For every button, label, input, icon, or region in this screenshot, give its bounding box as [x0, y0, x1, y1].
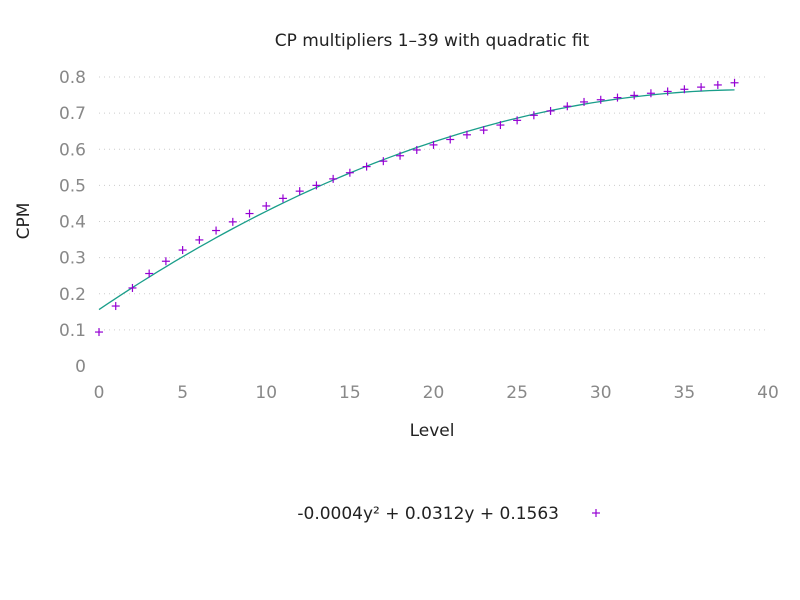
- data-point: [730, 78, 739, 87]
- data-point: [580, 97, 589, 106]
- y-axis-label: CPM: [14, 203, 34, 240]
- data-point: [262, 201, 271, 210]
- data-point: [462, 130, 471, 139]
- x-tick-label: 20: [423, 383, 445, 403]
- data-point: [596, 95, 605, 104]
- data-point: [496, 121, 505, 130]
- y-tick-label: 0.5: [59, 176, 86, 196]
- y-tick-label: 0.8: [59, 68, 86, 88]
- data-point: [479, 126, 488, 135]
- x-tick-label: 0: [94, 383, 105, 403]
- legend-marker: [592, 509, 600, 517]
- data-point: [663, 87, 672, 96]
- legend-label: -0.0004y² + 0.0312y + 0.1563: [297, 504, 559, 524]
- gridlines: [99, 76, 768, 331]
- x-tick-label: 15: [339, 383, 361, 403]
- x-tick-label: 35: [674, 383, 696, 403]
- data-point: [429, 140, 438, 149]
- data-point: [713, 80, 722, 89]
- data-point: [546, 106, 555, 115]
- data-point: [178, 246, 187, 255]
- x-tick-label: 10: [255, 383, 277, 403]
- data-point: [362, 162, 371, 171]
- fit-curve-series: [98, 89, 735, 311]
- data-point: [312, 181, 321, 190]
- chart-title: CP multipliers 1–39 with quadratic fit: [275, 31, 590, 51]
- data-point: [329, 174, 338, 183]
- data-point: [111, 302, 120, 311]
- data-point: [446, 135, 455, 144]
- data-point: [613, 93, 622, 102]
- data-point: [161, 257, 170, 266]
- data-point: [278, 194, 287, 203]
- data-point: [228, 217, 237, 226]
- data-point: [646, 89, 655, 98]
- y-tick-label: 0.7: [59, 104, 86, 124]
- x-tick-label: 30: [590, 383, 612, 403]
- data-point: [630, 91, 639, 100]
- legend: -0.0004y² + 0.0312y + 0.1563: [297, 504, 600, 524]
- y-tick-label: 0.1: [59, 321, 86, 341]
- fit-curve: [98, 89, 735, 311]
- data-point: [412, 145, 421, 154]
- data-point: [295, 187, 304, 196]
- data-point: [513, 116, 522, 125]
- legend-marker-symbol: [592, 509, 600, 517]
- y-tick-label: 0.2: [59, 285, 86, 305]
- x-tick-label: 40: [757, 383, 779, 403]
- y-tick-label: 0: [75, 357, 86, 377]
- x-axis-label: Level: [410, 421, 455, 441]
- data-point: [379, 157, 388, 166]
- y-tick-label: 0.3: [59, 249, 86, 269]
- data-point: [95, 328, 103, 337]
- data-point: [529, 111, 538, 120]
- data-point: [697, 83, 706, 92]
- x-axis-ticks: 0 5 10 15 20 25 30 35 40: [94, 383, 779, 403]
- data-point: [212, 226, 221, 235]
- y-tick-label: 0.4: [59, 213, 86, 233]
- y-tick-label: 0.6: [59, 140, 86, 160]
- x-tick-label: 5: [177, 383, 188, 403]
- data-points-series: [95, 78, 739, 337]
- data-point: [145, 269, 154, 278]
- x-tick-label: 25: [506, 383, 528, 403]
- data-point: [680, 85, 689, 94]
- data-point: [245, 209, 254, 218]
- data-point: [195, 235, 204, 244]
- data-point: [345, 168, 354, 177]
- data-point: [563, 102, 572, 111]
- data-point: [396, 151, 405, 160]
- data-point: [128, 283, 137, 292]
- y-axis-ticks: 0 0.1 0.2 0.3 0.4 0.5 0.6 0.7 0.8: [59, 68, 86, 377]
